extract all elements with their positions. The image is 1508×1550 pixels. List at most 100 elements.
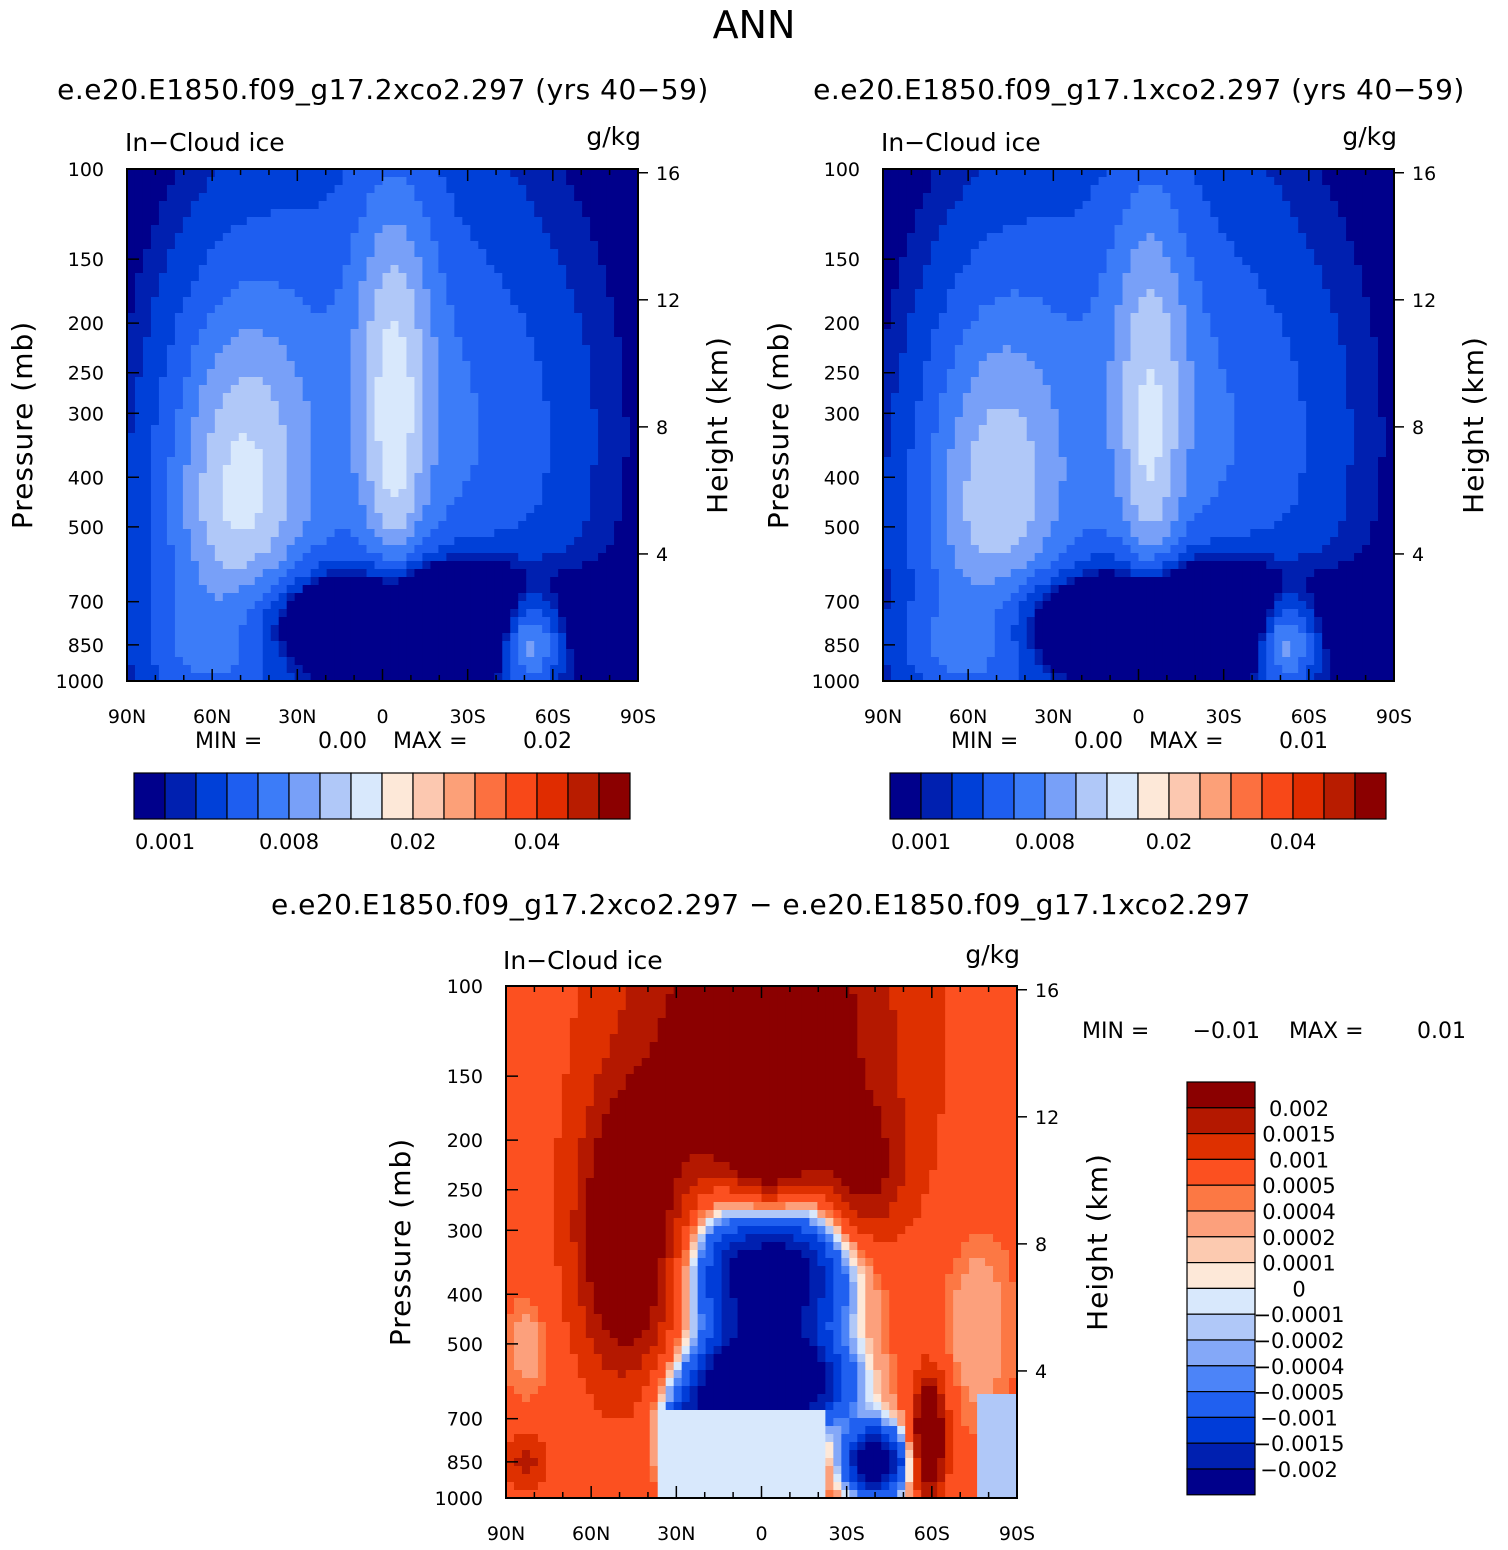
- contour-cell: [375, 217, 384, 226]
- contour-cell: [955, 177, 964, 186]
- contour-cell: [907, 225, 916, 234]
- contour-cell: [1011, 265, 1020, 274]
- contour-cell: [478, 377, 487, 386]
- contour-cell: [183, 593, 192, 602]
- contour-cell: [287, 521, 296, 530]
- contour-cell: [263, 233, 272, 242]
- contour-cell: [414, 513, 423, 522]
- contour-cell: [151, 177, 160, 186]
- contour-cell: [398, 185, 407, 194]
- contour-cell: [542, 513, 551, 522]
- contour-cell: [614, 617, 623, 626]
- contour-cell: [486, 225, 495, 234]
- contour-cell: [566, 617, 575, 626]
- colorbar-box: [196, 773, 227, 819]
- contour-cell: [422, 369, 431, 378]
- contour-cell: [550, 233, 559, 242]
- contour-cell: [183, 537, 192, 546]
- contour-cell: [271, 513, 280, 522]
- contour-cell: [183, 489, 192, 498]
- contour-cell: [542, 369, 551, 378]
- contour-cell: [1043, 193, 1052, 202]
- contour-cell: [502, 385, 511, 394]
- contour-cell: [606, 529, 615, 538]
- lat-tick-label: 90N: [108, 706, 146, 728]
- contour-cell: [279, 617, 288, 626]
- contour-cell: [239, 497, 248, 506]
- contour-cell: [478, 193, 487, 202]
- contour-cell: [526, 625, 535, 634]
- contour-cell: [502, 601, 511, 610]
- contour-cell: [311, 465, 320, 474]
- contour-cell: [191, 569, 200, 578]
- contour-cell: [1202, 209, 1211, 218]
- contour-cell: [550, 337, 559, 346]
- contour-cell: [311, 313, 320, 322]
- contour-cell: [359, 481, 368, 490]
- contour-cell: [199, 225, 208, 234]
- contour-cell: [406, 177, 415, 186]
- contour-cell: [614, 265, 623, 274]
- contour-cell: [606, 409, 615, 418]
- contour-cell: [287, 505, 296, 514]
- contour-cell: [199, 265, 208, 274]
- contour-cell: [510, 241, 519, 250]
- contour-cell: [335, 465, 344, 474]
- contour-cell: [1146, 225, 1155, 234]
- contour-cell: [167, 585, 176, 594]
- contour-cell: [151, 361, 160, 370]
- contour-cell: [1210, 257, 1219, 266]
- contour-cell: [462, 633, 471, 642]
- contour-cell: [971, 185, 980, 194]
- contour-cell: [271, 545, 280, 554]
- contour-cell: [614, 545, 623, 554]
- contour-cell: [151, 641, 160, 650]
- contour-cell: [1083, 193, 1092, 202]
- contour-cell: [550, 257, 559, 266]
- contour-cell: [199, 593, 208, 602]
- contour-cell: [502, 609, 511, 618]
- contour-cell: [955, 241, 964, 250]
- contour-cell: [614, 465, 623, 474]
- contour-cell: [438, 305, 447, 314]
- contour-cell: [582, 305, 591, 314]
- contour-cell: [574, 433, 583, 442]
- contour-cell: [590, 201, 599, 210]
- contour-cell: [883, 217, 892, 226]
- contour-cell: [614, 337, 623, 346]
- contour-cell: [446, 617, 455, 626]
- contour-cell: [454, 497, 463, 506]
- contour-cell: [287, 361, 296, 370]
- contour-cell: [311, 505, 320, 514]
- contour-cell: [550, 473, 559, 482]
- contour-cell: [207, 241, 216, 250]
- contour-cell: [367, 641, 376, 650]
- contour-cell: [255, 401, 264, 410]
- contour-cell: [191, 185, 200, 194]
- contour-cell: [367, 193, 376, 202]
- contour-cell: [375, 481, 384, 490]
- contour-cell: [558, 537, 567, 546]
- contour-cell: [167, 409, 176, 418]
- contour-cell: [963, 257, 972, 266]
- contour-cell: [303, 641, 312, 650]
- contour-cell: [1218, 233, 1227, 242]
- contour-cell: [263, 249, 272, 258]
- contour-cell: [183, 561, 192, 570]
- contour-cell: [422, 305, 431, 314]
- contour-cell: [598, 377, 607, 386]
- contour-cell: [414, 569, 423, 578]
- contour-cell: [390, 321, 399, 330]
- contour-cell: [295, 521, 304, 530]
- contour-cell: [598, 617, 607, 626]
- contour-cell: [1051, 249, 1060, 258]
- contour-cell: [907, 241, 916, 250]
- contour-cell: [470, 361, 479, 370]
- contour-cell: [1027, 217, 1036, 226]
- contour-cell: [223, 489, 232, 498]
- contour-cell: [175, 369, 184, 378]
- contour-cell: [279, 473, 288, 482]
- contour-cell: [351, 657, 360, 666]
- contour-cell: [159, 345, 168, 354]
- contour-cell: [398, 209, 407, 218]
